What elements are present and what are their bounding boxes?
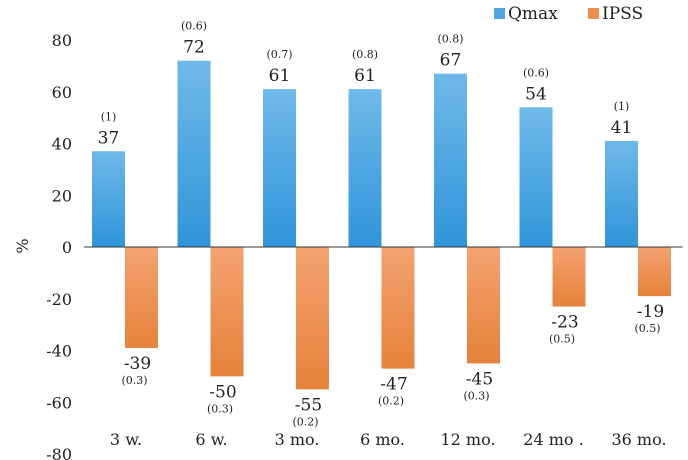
y-tick-label: -40: [46, 342, 72, 361]
x-tick-label: 3 w.: [110, 430, 142, 449]
bar-value-label: -50: [209, 382, 236, 402]
x-tick-label: 36 mo.: [611, 430, 666, 449]
bar-sublabel: (0.8): [352, 48, 378, 61]
bar-value-label: 37: [98, 128, 120, 148]
bar-ipss: [210, 247, 244, 377]
y-tick-label: 0: [62, 238, 72, 257]
y-tick-label: 20: [52, 186, 72, 205]
bar-sublabel: (1): [101, 110, 117, 123]
bar-ipss: [638, 247, 671, 297]
bar-ipss: [552, 247, 586, 307]
bar-sublabel: (0.8): [437, 33, 463, 46]
bar-value-label: 72: [183, 38, 205, 58]
y-tick-label: -80: [46, 445, 72, 460]
y-tick-label: -60: [46, 393, 72, 412]
bars: [92, 60, 671, 390]
bar-sublabel: (0.6): [523, 66, 549, 79]
bar-value-label: -23: [551, 313, 578, 333]
bar-value-label: -39: [124, 354, 151, 374]
bar-qmax: [348, 89, 382, 247]
bar-qmax: [605, 140, 638, 247]
bar-value-label: -19: [637, 302, 664, 322]
bar-value-label: 67: [440, 51, 462, 71]
bar-sublabel: (0.2): [378, 395, 404, 408]
bar-ipss: [125, 247, 158, 348]
bar-ipss: [467, 247, 500, 364]
bar-sublabel: (0.3): [121, 374, 147, 387]
y-tick-label: -20: [46, 290, 72, 309]
legend-label-qmax: Qmax: [508, 4, 558, 24]
x-tick-label: 12 mo.: [440, 430, 495, 449]
bar-sublabel: (0.7): [266, 48, 292, 61]
bar-sublabel: (0.3): [463, 389, 489, 402]
bar-sublabel: (1): [614, 100, 630, 113]
bar-qmax: [177, 60, 211, 248]
bar-value-label: 61: [269, 66, 291, 86]
bar-sublabel: (0.3): [207, 402, 233, 415]
legend: Qmax IPSS: [494, 4, 643, 24]
legend-swatch-ipss: [588, 8, 599, 19]
bar-sublabel: (0.6): [181, 20, 207, 33]
bar-value-label: 61: [354, 66, 376, 86]
y-tick-label: 80: [52, 31, 72, 50]
x-tick-label: 3 mo.: [275, 430, 320, 449]
bar-value-label: -55: [295, 395, 322, 415]
bar-qmax: [434, 73, 467, 247]
x-axis-ticks: 3 w. 6 w. 3 mo. 6 mo. 12 mo. 24 mo . 36 mo.: [110, 430, 667, 449]
bar-value-label: -47: [380, 375, 407, 395]
legend-label-ipss: IPSS: [602, 4, 643, 24]
bar-qmax: [263, 89, 296, 247]
bar-qmax: [92, 151, 125, 247]
legend-swatch-qmax: [494, 8, 505, 19]
bar-qmax: [519, 107, 553, 248]
x-tick-label: 6 w.: [195, 430, 227, 449]
data-labels: 37 (1) 72 (0.6) 61 (0.7) 61 (0.8) 67 (0.8) 54 (0.6)…: [98, 20, 665, 429]
bar-sublabel: (0.2): [292, 415, 318, 428]
y-tick-label: 60: [52, 83, 72, 102]
bar-sublabel: (0.5): [549, 333, 575, 346]
bar-sublabel: (0.5): [634, 322, 660, 335]
y-axis-label: %: [13, 238, 32, 253]
x-tick-label: 24 mo .: [523, 430, 583, 449]
bar-ipss: [296, 247, 329, 390]
y-tick-label: 40: [52, 135, 72, 154]
x-tick-label: 6 mo.: [360, 430, 405, 449]
bar-value-label: -45: [466, 369, 493, 389]
bar-ipss: [381, 247, 415, 369]
bar-value-label: 54: [525, 84, 547, 104]
y-axis-ticks: 80 60 40 20 0 -20 -40 -60 -80: [46, 31, 72, 460]
bar-value-label: 41: [611, 118, 633, 138]
